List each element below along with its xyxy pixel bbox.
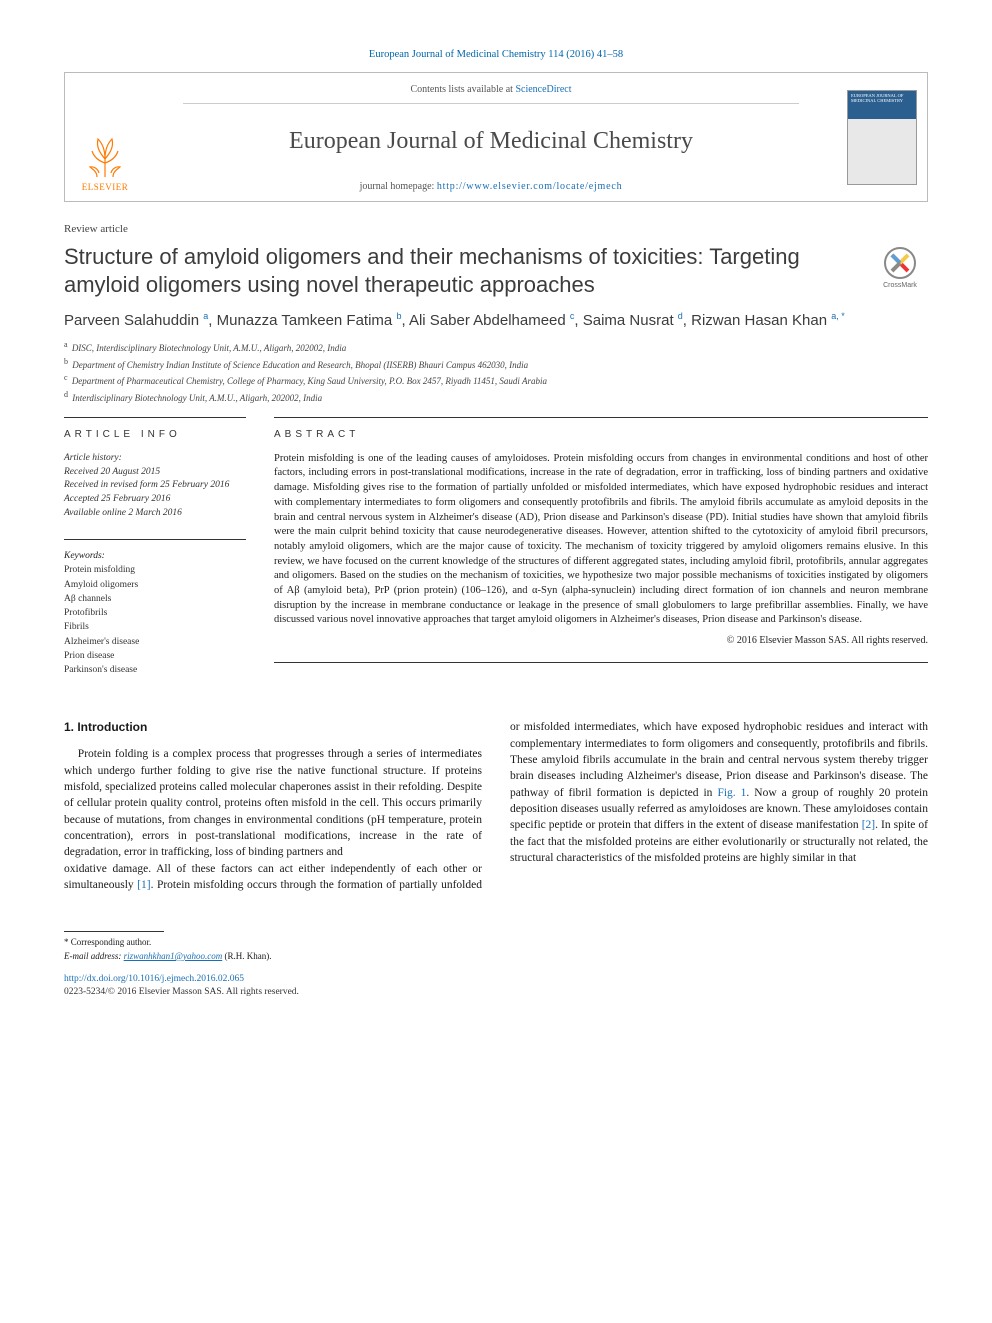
crossmark-label: CrossMark — [883, 281, 917, 290]
journal-name: European Journal of Medicinal Chemistry — [153, 125, 829, 157]
ref-2-link[interactable]: [2] — [862, 819, 875, 831]
doi-link[interactable]: http://dx.doi.org/10.1016/j.ejmech.2016.… — [64, 973, 928, 986]
abstract-text: Protein misfolding is one of the leading… — [274, 452, 928, 628]
header-right: EUROPEAN JOURNAL OF MEDICINAL CHEMISTRY — [837, 73, 927, 201]
keyword: Protofibrils — [64, 606, 246, 620]
keyword: Fibrils — [64, 620, 246, 634]
abstract-column: ABSTRACT Protein misfolding is one of th… — [274, 417, 928, 677]
header-center: Contents lists available at ScienceDirec… — [145, 73, 837, 201]
article-history: Article history: Received 20 August 2015… — [64, 452, 246, 521]
corresponding-author: * Corresponding author. E-mail address: … — [64, 936, 928, 963]
ref-1-link[interactable]: [1] — [137, 879, 150, 891]
abstract-copyright: © 2016 Elsevier Masson SAS. All rights r… — [274, 634, 928, 648]
publisher-logo-block: ELSEVIER — [65, 73, 145, 201]
history-accepted: Accepted 25 February 2016 — [64, 493, 246, 507]
elsevier-logo: ELSEVIER — [82, 133, 129, 193]
journal-header: ELSEVIER Contents lists available at Sci… — [64, 72, 928, 202]
cover-title: EUROPEAN JOURNAL OF MEDICINAL CHEMISTRY — [851, 94, 913, 104]
contents-prefix: Contents lists available at — [410, 84, 515, 95]
footer-rule — [64, 931, 164, 932]
keyword: Amyloid oligomers — [64, 578, 246, 592]
keyword: Prion disease — [64, 649, 246, 663]
doi-url[interactable]: http://dx.doi.org/10.1016/j.ejmech.2016.… — [64, 974, 244, 984]
abstract-bottom-rule — [274, 662, 928, 663]
body-columns: 1. Introduction Protein folding is a com… — [64, 719, 928, 893]
info-abstract-row: ARTICLE INFO Article history: Received 2… — [64, 417, 928, 677]
history-revised: Received in revised form 25 February 201… — [64, 479, 246, 493]
history-label: Article history: — [64, 452, 246, 466]
issn-copyright: 0223-5234/© 2016 Elsevier Masson SAS. Al… — [64, 986, 928, 999]
affiliation: c Department of Pharmaceutical Chemistry… — [64, 372, 928, 389]
crossmark-badge[interactable]: CrossMark — [872, 247, 928, 290]
homepage-prefix: journal homepage: — [360, 181, 437, 192]
page: European Journal of Medicinal Chemistry … — [0, 0, 992, 1031]
intro-paragraph-1: Protein folding is a complex process tha… — [64, 746, 482, 860]
article-title: Structure of amyloid oligomers and their… — [64, 243, 862, 298]
keyword: Aβ channels — [64, 592, 246, 606]
article-info-column: ARTICLE INFO Article history: Received 2… — [64, 417, 246, 677]
citation-line: European Journal of Medicinal Chemistry … — [64, 48, 928, 62]
journal-cover-thumbnail: EUROPEAN JOURNAL OF MEDICINAL CHEMISTRY — [847, 90, 917, 185]
title-row: Structure of amyloid oligomers and their… — [64, 243, 928, 298]
elsevier-tree-icon — [82, 133, 128, 179]
history-online: Available online 2 March 2016 — [64, 507, 246, 521]
keyword: Alzheimer's disease — [64, 635, 246, 649]
corresponding-email-line: E-mail address: rizwanhkhan1@yahoo.com (… — [64, 950, 928, 964]
keyword: Parkinson's disease — [64, 663, 246, 677]
journal-homepage: journal homepage: http://www.elsevier.co… — [153, 180, 829, 194]
page-footer: * Corresponding author. E-mail address: … — [64, 931, 928, 999]
publisher-name: ELSEVIER — [82, 181, 129, 193]
corresponding-label: * Corresponding author. — [64, 936, 928, 950]
sciencedirect-link[interactable]: ScienceDirect — [515, 84, 571, 95]
crossmark-icon — [884, 247, 916, 279]
authors: Parveen Salahuddin a, Munazza Tamkeen Fa… — [64, 310, 928, 331]
section-1-heading: 1. Introduction — [64, 719, 482, 736]
history-received: Received 20 August 2015 — [64, 466, 246, 480]
keyword: Protein misfolding — [64, 563, 246, 577]
email-label: E-mail address: — [64, 951, 124, 961]
affiliation: a DISC, Interdisciplinary Biotechnology … — [64, 339, 928, 356]
keywords-list: Protein misfoldingAmyloid oligomersAβ ch… — [64, 563, 246, 677]
article-type: Review article — [64, 222, 928, 237]
fig-1-link[interactable]: Fig. 1 — [717, 787, 746, 799]
contents-available: Contents lists available at ScienceDirec… — [183, 83, 799, 104]
body-section: 1. Introduction Protein folding is a com… — [64, 719, 928, 893]
homepage-link[interactable]: http://www.elsevier.com/locate/ejmech — [437, 181, 623, 192]
abstract-heading: ABSTRACT — [274, 428, 928, 442]
affiliations: a DISC, Interdisciplinary Biotechnology … — [64, 339, 928, 405]
keywords-label: Keywords: — [64, 550, 246, 563]
affiliation: d Interdisciplinary Biotechnology Unit, … — [64, 389, 928, 406]
corresponding-email[interactable]: rizwanhkhan1@yahoo.com — [124, 951, 223, 961]
article-info-heading: ARTICLE INFO — [64, 428, 246, 442]
email-suffix: (R.H. Khan). — [222, 951, 271, 961]
affiliation: b Department of Chemistry Indian Institu… — [64, 356, 928, 373]
